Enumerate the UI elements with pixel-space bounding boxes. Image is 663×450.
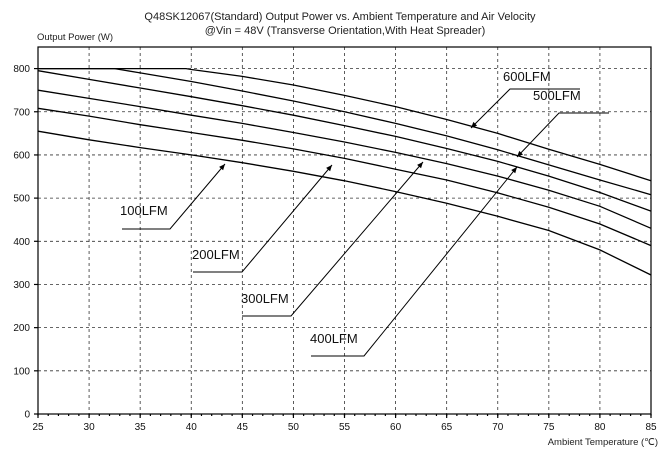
y-tick-label-5: 500 bbox=[13, 194, 30, 205]
y-tick-label-6: 600 bbox=[13, 150, 30, 161]
callout-label-600lfm: 600LFM bbox=[503, 69, 551, 84]
callout-leader-500lfm bbox=[516, 112, 609, 158]
y-tick-label-3: 300 bbox=[13, 280, 30, 291]
chart-title-line1: Q48SK12067(Standard) Output Power vs. Am… bbox=[144, 11, 536, 23]
series-line-100lfm bbox=[37, 130, 652, 276]
callout-leader-400lfm bbox=[311, 166, 518, 357]
x-tick-label-5: 50 bbox=[288, 422, 300, 433]
x-tick-label-10: 75 bbox=[543, 422, 555, 433]
x-tick-label-3: 40 bbox=[186, 422, 198, 433]
x-tick-label-2: 35 bbox=[135, 422, 147, 433]
x-tick-label-8: 65 bbox=[441, 422, 453, 433]
callout-label-500lfm: 500LFM bbox=[533, 88, 581, 103]
series-line-400lfm bbox=[37, 70, 652, 212]
callout-label-300lfm: 300LFM bbox=[241, 291, 289, 306]
callout-leader-300lfm bbox=[242, 161, 424, 317]
x-tick-label-6: 55 bbox=[339, 422, 351, 433]
y-tick-label-2: 200 bbox=[13, 323, 30, 334]
x-tick-label-7: 60 bbox=[390, 422, 402, 433]
callout-arrowhead-300lfm bbox=[417, 162, 423, 169]
series-line-600lfm bbox=[38, 67, 652, 182]
y-tick-label-7: 700 bbox=[13, 107, 30, 118]
plot-frame bbox=[37, 46, 652, 415]
x-tick-label-1: 30 bbox=[84, 422, 96, 433]
y-tick-label-1: 100 bbox=[13, 366, 30, 377]
callouts: 100LFM 200LFM 300LFM 400LFM 500LFM 600LFM bbox=[120, 69, 609, 357]
callout-label-400lfm: 400LFM bbox=[310, 331, 358, 346]
series-line-200lfm bbox=[37, 107, 652, 247]
callout-leader-600lfm bbox=[470, 88, 580, 129]
callout-label-200lfm: 200LFM bbox=[192, 247, 240, 262]
callout-label-100lfm: 100LFM bbox=[120, 203, 168, 218]
y-tick-label-4: 400 bbox=[13, 237, 30, 248]
axes bbox=[34, 46, 652, 418]
y-axis-label: Output Power (W) bbox=[37, 32, 113, 43]
x-tick-label-9: 70 bbox=[492, 422, 504, 433]
tick-labels: 25 30 35 40 45 50 55 60 65 70 75 80 85 0 100 200 300 400 5… bbox=[13, 64, 657, 433]
callout-leader-200lfm bbox=[193, 164, 333, 273]
x-axis-label: Ambient Temperature (℃) bbox=[548, 437, 658, 448]
y-tick-label-8: 800 bbox=[13, 64, 30, 75]
x-tick-label-4: 45 bbox=[237, 422, 249, 433]
series-line-500lfm bbox=[38, 67, 652, 196]
x-tick-label-11: 80 bbox=[594, 422, 606, 433]
callout-arrowhead-500lfm bbox=[517, 150, 524, 157]
callout-arrowhead-100lfm bbox=[219, 164, 225, 171]
x-tick-label-0: 25 bbox=[32, 422, 44, 433]
chart-title-line2: @Vin = 48V (Transverse Orientation,With … bbox=[205, 25, 485, 37]
series-line-300lfm bbox=[37, 89, 652, 229]
callout-leader-100lfm bbox=[122, 163, 226, 230]
x-tick-label-12: 85 bbox=[645, 422, 657, 433]
y-tick-label-0: 0 bbox=[24, 410, 30, 421]
series-lines bbox=[37, 67, 652, 276]
callout-arrowhead-200lfm bbox=[326, 165, 332, 172]
callout-arrowhead-600lfm bbox=[471, 121, 478, 128]
callout-arrowhead-400lfm bbox=[511, 167, 517, 174]
